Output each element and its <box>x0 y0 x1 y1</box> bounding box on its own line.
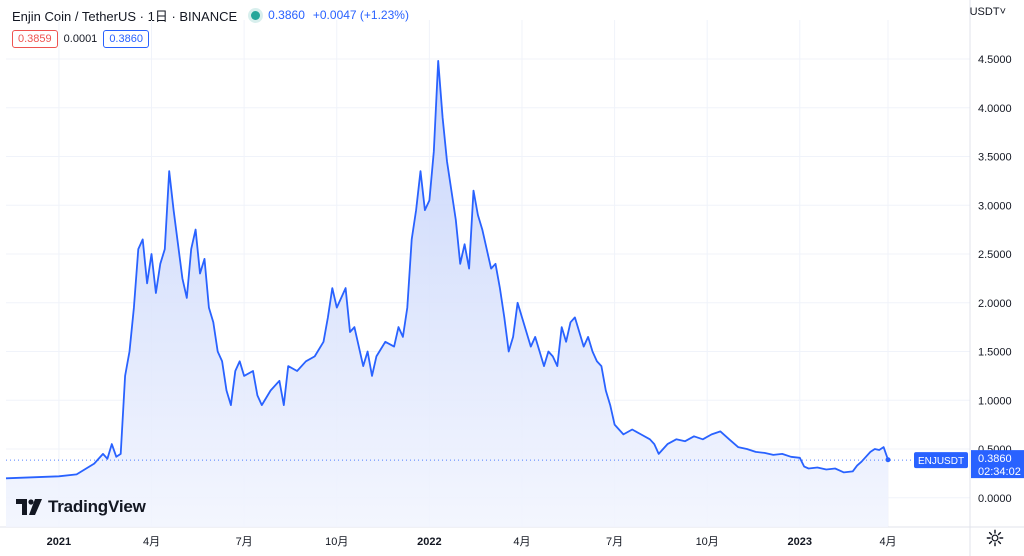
y-tick-label: 4.5000 <box>978 54 1012 66</box>
x-tick-label: 7月 <box>606 536 623 548</box>
price-area <box>6 60 888 528</box>
tradingview-logo[interactable]: TradingView <box>16 497 146 517</box>
y-tick-label: 0.0000 <box>978 493 1012 505</box>
bid-price[interactable]: 0.3859 <box>12 30 58 48</box>
quote-panel: 0.3859 0.0001 0.3860 <box>12 30 149 48</box>
symbol-title[interactable]: Enjin Coin / TetherUS · 1日 · BINANCE <box>12 8 238 24</box>
price-line <box>5 60 889 480</box>
gear-icon[interactable] <box>986 529 1004 547</box>
y-tick-label: 3.5000 <box>978 152 1012 164</box>
symbol-tag-label: ENJUSDT <box>918 456 964 467</box>
y-tick-label: 4.0000 <box>978 103 1012 115</box>
y-tick-label: 2.5000 <box>978 249 1012 261</box>
price-tag-value: 0.3860 <box>978 453 1012 465</box>
x-tick-label: 4月 <box>143 536 160 548</box>
market-open-dot <box>251 10 261 20</box>
price-tag-countdown: 02:34:02 <box>978 466 1021 478</box>
tradingview-logo-icon <box>16 499 42 515</box>
logo-text: TradingView <box>48 497 146 516</box>
y-tick-label: 2.0000 <box>978 298 1012 310</box>
x-tick-label: 4月 <box>879 536 896 548</box>
x-tick-label: 7月 <box>236 536 253 548</box>
spread-value: 0.0001 <box>63 33 98 45</box>
currency-label: USDT <box>969 6 1000 18</box>
x-tick-label: 4月 <box>513 536 530 548</box>
y-tick-label: 1.0000 <box>978 395 1012 407</box>
y-tick-label: 3.0000 <box>978 200 1012 212</box>
x-tick-label: 2021 <box>47 536 71 548</box>
symbol-tag-box <box>914 452 968 469</box>
last-point <box>885 457 891 463</box>
currency-selector[interactable]: USDT˅ <box>970 6 1006 18</box>
x-tick-label: 10月 <box>696 536 719 548</box>
chevron-down-icon: ˅ <box>999 6 1006 18</box>
chart-header: Enjin Coin / TetherUS · 1日 · BINANCE 0.3… <box>12 6 409 24</box>
x-tick-label: 10月 <box>325 536 348 548</box>
x-tick-label: 2022 <box>417 536 441 548</box>
y-tick-label: 1.5000 <box>978 347 1012 359</box>
ask-price[interactable]: 0.3860 <box>103 30 149 48</box>
price-tag-box <box>971 450 1024 479</box>
x-tick-label: 2023 <box>788 536 812 548</box>
last-price: 0.3860 <box>268 8 305 22</box>
price-change: +0.0047 (+1.23%) <box>312 8 409 22</box>
